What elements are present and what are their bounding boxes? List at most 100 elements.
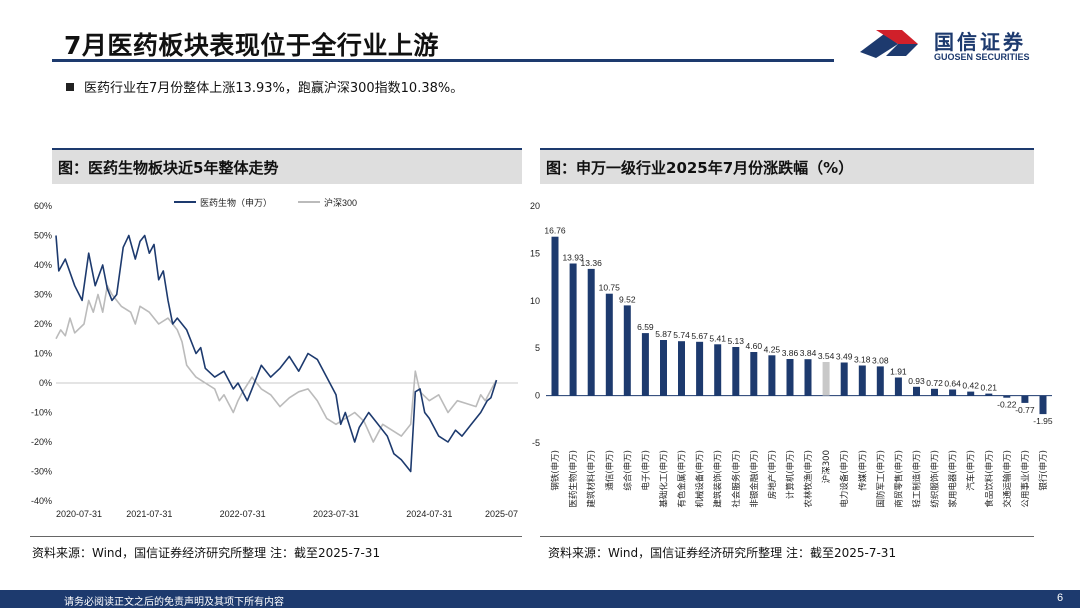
bar-value-label: 9.52 [619, 294, 636, 304]
y-tick-label: -10% [31, 408, 52, 418]
y-tick-label: 10 [530, 296, 540, 306]
category-label: 综合(申万) [622, 450, 633, 491]
bar-value-label: 3.54 [818, 351, 835, 361]
category-label: 汽车(申万) [966, 450, 977, 491]
bar [587, 268, 595, 396]
bar-value-label: 3.08 [872, 355, 889, 365]
bar [569, 263, 577, 396]
bar [858, 365, 866, 396]
bar-value-label: 4.60 [746, 341, 763, 351]
bar [1021, 395, 1029, 403]
right-panel-header: 图：申万一级行业2025年7月份涨跌幅（%） [540, 148, 1034, 184]
category-label: 交通运输(申万) [1002, 450, 1013, 508]
bar [641, 333, 649, 396]
x-tick-label: 2022-07-31 [220, 509, 266, 519]
y-tick-label: -30% [31, 467, 52, 477]
bar-value-label: 1.91 [890, 366, 907, 376]
bar [660, 340, 667, 396]
right-panel-title: 图：申万一级行业2025年7月份涨跌幅（%） [546, 159, 854, 177]
footer-disclaimer: 请务必阅读正文之后的免责声明及其项下所有内容 [64, 597, 284, 608]
bar [949, 389, 957, 396]
y-tick-label: 60% [34, 201, 52, 211]
category-label: 医药生物(申万) [568, 450, 579, 508]
summary-bullet: 医药行业在7月份整体上涨13.93%，跑赢沪深300指数10.38%。 [66, 77, 463, 96]
bar [804, 359, 812, 396]
bar-value-label: 3.84 [800, 348, 817, 358]
logo-text-en: GUOSEN SECURITIES [934, 52, 1030, 62]
category-label: 建筑材料(申万) [586, 450, 597, 508]
category-label: 公用事业(申万) [1020, 450, 1031, 508]
bar [840, 362, 848, 396]
bar-value-label: 0.93 [908, 376, 925, 386]
left-source-note: 资料来源：Wind，国信证券经济研究所整理 注：截至2025-7-31 [32, 546, 381, 560]
y-tick-label: 50% [34, 231, 52, 241]
bar [786, 359, 794, 396]
left-panel-header: 图：医药生物板块近5年整体走势 [52, 148, 522, 184]
legend-label: 沪深300 [324, 197, 357, 208]
category-label: 银行(申万) [1038, 450, 1049, 491]
y-tick-label: -20% [31, 437, 52, 447]
logo-text-cn: 国信证券 [934, 30, 1026, 54]
summary-text: 医药行业在7月份整体上涨13.93%，跑赢沪深300指数10.38%。 [84, 81, 464, 96]
category-label: 计算机(申万) [785, 450, 796, 499]
bar-value-label: -1.95 [1033, 416, 1053, 426]
footer-bar [0, 590, 1080, 608]
y-tick-label: 0% [39, 378, 52, 388]
category-label: 钢铁(申万) [550, 450, 561, 491]
bar [822, 362, 830, 396]
bar [1039, 395, 1047, 415]
bullet-square-icon [66, 83, 74, 91]
bar [551, 236, 559, 396]
category-label: 建筑装饰(申万) [713, 450, 724, 508]
bar [967, 391, 975, 396]
bar-value-label: 5.41 [709, 333, 726, 343]
bar [678, 341, 685, 396]
bar-value-label: 16.76 [544, 226, 566, 236]
bar-value-label: 0.21 [980, 383, 997, 393]
category-label: 食品饮料(申万) [984, 450, 995, 508]
x-tick-label: 2021-07-31 [126, 509, 172, 519]
pharma-line [55, 234, 498, 473]
bar-value-label: 10.75 [599, 283, 621, 293]
bar [985, 393, 993, 396]
category-label: 传媒(申万) [857, 450, 868, 491]
csi300-line [55, 284, 498, 443]
y-tick-label: 20 [530, 201, 540, 211]
bar-value-label: 0.64 [944, 379, 961, 389]
category-label: 农林牧渔(申万) [803, 450, 814, 508]
bar-value-label: -0.22 [997, 400, 1017, 410]
bar [605, 293, 613, 396]
bar-value-label: 4.25 [764, 344, 781, 354]
left-panel-title: 图：医药生物板块近5年整体走势 [58, 159, 279, 177]
bar-value-label: 13.36 [581, 258, 603, 268]
bar-value-label: 5.67 [691, 331, 708, 341]
bar [732, 347, 740, 396]
y-tick-label: 30% [34, 290, 52, 300]
left-source-divider [30, 536, 522, 537]
category-label: 非银金融(申万) [749, 450, 760, 508]
bar-value-label: 0.42 [962, 381, 979, 391]
category-label: 社会服务(申万) [731, 450, 742, 508]
bar [768, 355, 776, 396]
page-number: 6 [1057, 592, 1064, 604]
bar-value-label: 3.18 [854, 354, 871, 364]
category-label: 国防军工(申万) [875, 450, 886, 508]
y-tick-label: -40% [31, 496, 52, 506]
y-tick-label: 5 [535, 343, 540, 353]
bar-value-label: 6.59 [637, 322, 654, 332]
x-tick-label: 2024-07-31 [406, 509, 452, 519]
bar [1003, 395, 1011, 398]
category-label: 机械设备(申万) [695, 450, 706, 508]
category-label: 电子(申万) [640, 450, 651, 491]
category-label: 纺织服饰(申万) [930, 450, 941, 508]
right-source-divider [540, 536, 1034, 537]
bar [931, 388, 938, 396]
category-label: 商贸零售(申万) [893, 450, 904, 508]
bar [913, 386, 920, 396]
y-tick-label: 0 [535, 391, 540, 401]
category-label: 电力设备(申万) [839, 450, 850, 508]
category-label: 房地产(申万) [767, 450, 778, 499]
title-underline [52, 59, 834, 62]
bar-value-label: 5.87 [655, 329, 672, 339]
